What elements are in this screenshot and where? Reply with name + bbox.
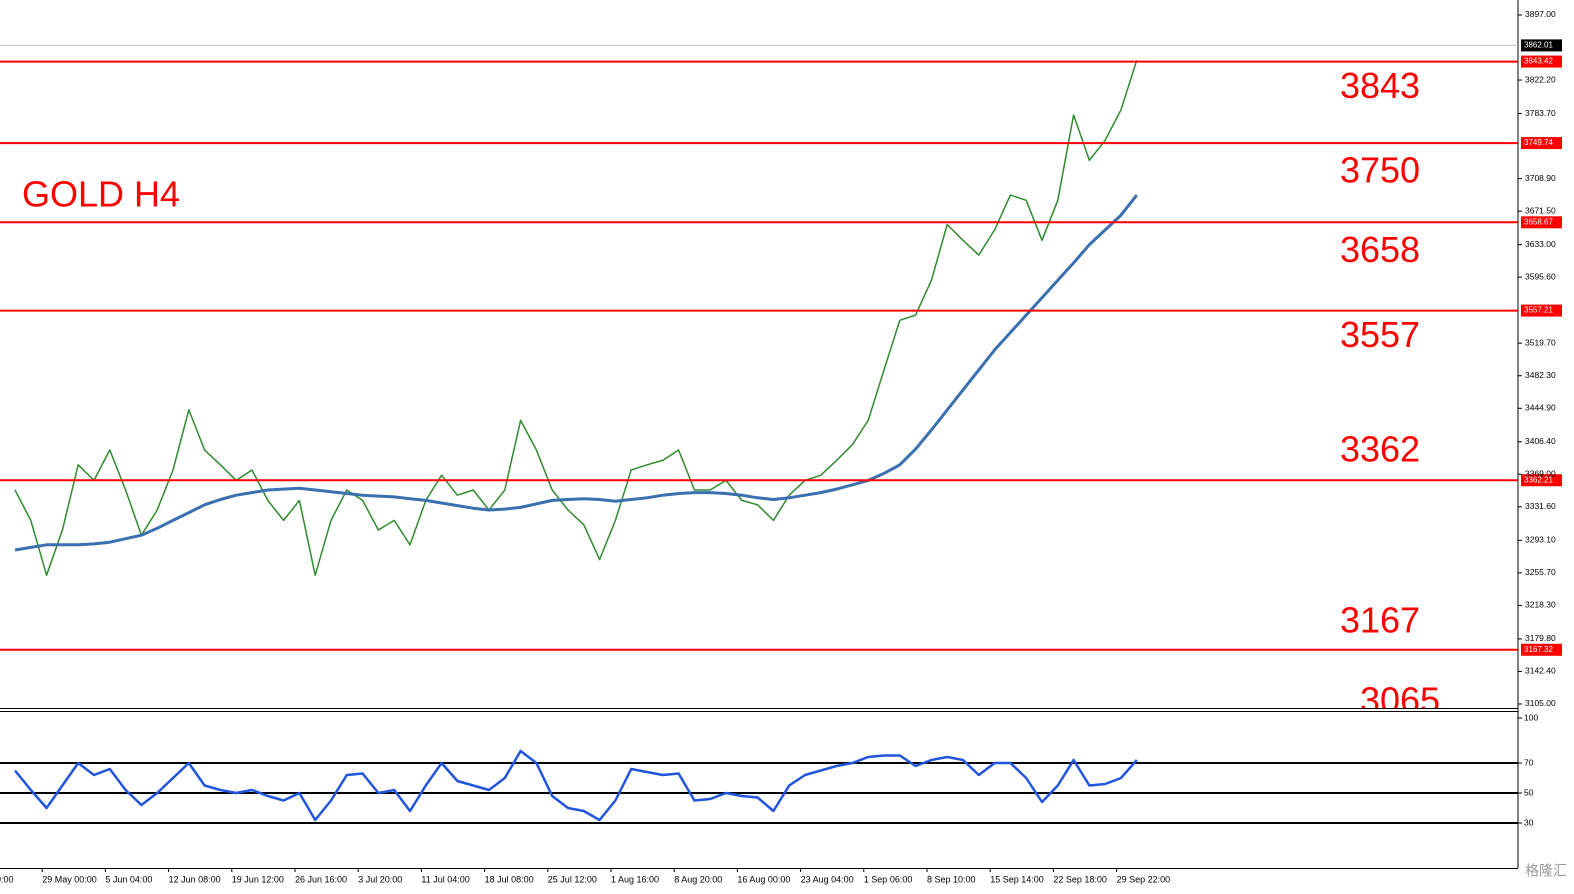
x-tick-label: 8 Sep 10:00 (927, 874, 976, 884)
y-tick-label: 3671.50 (1525, 205, 1556, 215)
price-panel: 3843 3750 3658 3557 3362 3167 3065 (0, 44, 1518, 720)
level-tag (1521, 137, 1562, 150)
y-tick-label: 3293.10 (1525, 535, 1556, 545)
level-label: 3750 (1340, 150, 1420, 191)
x-tick-label: 29 Sep 22:00 (1117, 874, 1171, 884)
y-tick-label: 3822.20 (1525, 74, 1556, 84)
y-tick-label: 30 (1524, 817, 1534, 827)
level-label: 3658 (1340, 229, 1420, 270)
x-tick-label: 22 Sep 18:00 (1053, 874, 1107, 884)
level-tag (1521, 216, 1562, 229)
axes: 3843.42 3749.74 3658.67 3557.21 3362.21 3167.… (0, 9, 1562, 884)
x-tick-label: 1 Sep 06:00 (864, 874, 913, 884)
x-tick-label: 16 Aug 00:00 (737, 874, 790, 884)
x-tick-label: 3 Jul 20:00 (358, 874, 402, 884)
series-line (14, 749, 1138, 822)
level-tag-label: 3557.21 (1524, 306, 1553, 315)
x-tick-label: 23 Aug 04:00 (801, 874, 854, 884)
x-tick-label: ay 20:00 (0, 874, 14, 884)
rsi-panel (0, 749, 1518, 824)
y-tick-label: 3218.30 (1525, 600, 1556, 610)
level-label: 3167 (1340, 599, 1420, 640)
x-tick-label: 19 Jun 12:00 (232, 874, 284, 884)
y-tick-label: 70 (1524, 757, 1534, 767)
y-tick-label: 100 (1524, 712, 1538, 722)
level-tag-label: 3658.67 (1524, 217, 1553, 226)
watermark: 格隆汇 (1525, 863, 1567, 879)
current-price-tag (1521, 39, 1562, 52)
level-tag (1521, 643, 1562, 656)
y-tick-label: 3633.00 (1525, 239, 1556, 249)
level-tag (1521, 474, 1562, 487)
y-tick-label: 3519.70 (1525, 337, 1556, 347)
x-tick-label: 18 Jul 08:00 (485, 874, 534, 884)
level-tag (1521, 55, 1562, 68)
y-tick-label: 3255.70 (1525, 567, 1556, 577)
y-tick-label: 3595.60 (1525, 271, 1556, 281)
chart-title: GOLD H4 (22, 174, 180, 215)
x-tick-label: 11 Jul 04:00 (421, 874, 469, 884)
y-tick-label: 3897.00 (1525, 9, 1556, 19)
level-tag-label: 3843.42 (1524, 57, 1553, 66)
x-tick-label: 29 May 00:00 (42, 874, 97, 884)
y-tick-label: 50 (1524, 787, 1534, 797)
level-tag-label: 3749.74 (1524, 138, 1553, 147)
y-tick-label: 3708.90 (1525, 173, 1556, 183)
x-tick-label: 26 Jun 16:00 (295, 874, 347, 884)
level-label: 3557 (1340, 314, 1420, 355)
x-tick-label: 5 Jun 04:00 (105, 874, 152, 884)
y-tick-label: 3406.40 (1525, 436, 1556, 446)
y-tick-label: 3331.60 (1525, 501, 1556, 511)
y-tick-label: 3142.40 (1525, 666, 1556, 676)
y-tick-label: 3369.00 (1525, 469, 1556, 479)
current-price-label: 3862.01 (1524, 41, 1553, 50)
x-tick-label: 8 Aug 20:00 (674, 874, 722, 884)
y-tick-label: 3179.80 (1525, 633, 1556, 643)
series-line (14, 194, 1138, 552)
level-tag-label: 3362.21 (1524, 475, 1553, 484)
x-tick-label: 25 Jul 12:00 (548, 874, 597, 884)
level-label: 3843 (1340, 65, 1420, 106)
level-tag (1521, 304, 1562, 317)
series-line (14, 59, 1138, 576)
y-tick-label: 3482.30 (1525, 370, 1556, 380)
level-label: 3362 (1340, 429, 1420, 470)
y-tick-label: 3444.90 (1525, 403, 1556, 413)
x-tick-label: 1 Aug 16:00 (611, 874, 659, 884)
x-tick-label: 12 Jun 08:00 (169, 874, 221, 884)
y-tick-label: 3783.70 (1525, 108, 1556, 118)
level-tag-label: 3167.32 (1524, 645, 1553, 654)
x-tick-label: 15 Sep 14:00 (990, 874, 1044, 884)
y-tick-label: 3105.00 (1525, 698, 1556, 708)
level-label: 3065 (1360, 679, 1440, 720)
